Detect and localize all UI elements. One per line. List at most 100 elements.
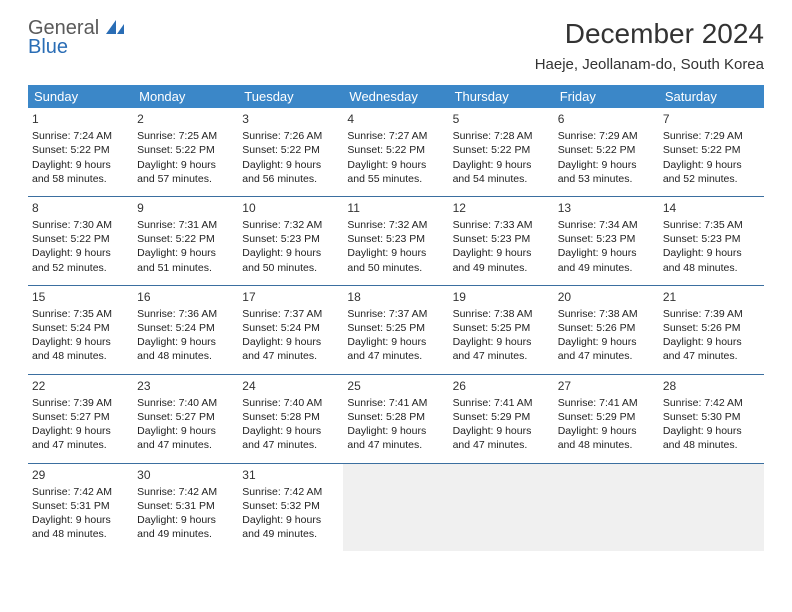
week-row: 1Sunrise: 7:24 AMSunset: 5:22 PMDaylight… — [28, 108, 764, 196]
day-header-row: Sunday Monday Tuesday Wednesday Thursday… — [28, 85, 764, 108]
daylight-line: Daylight: 9 hours and 54 minutes. — [453, 158, 550, 186]
sunset-line: Sunset: 5:22 PM — [32, 143, 129, 157]
week-row: 15Sunrise: 7:35 AMSunset: 5:24 PMDayligh… — [28, 285, 764, 374]
sunrise-line: Sunrise: 7:35 AM — [663, 218, 760, 232]
day-number: 18 — [347, 289, 444, 305]
location-text: Haeje, Jeollanam-do, South Korea — [535, 56, 764, 73]
sunrise-line: Sunrise: 7:27 AM — [347, 129, 444, 143]
daylight-line: Daylight: 9 hours and 48 minutes. — [663, 246, 760, 274]
daylight-line: Daylight: 9 hours and 48 minutes. — [663, 424, 760, 452]
daylight-line: Daylight: 9 hours and 48 minutes. — [137, 335, 234, 363]
day-number: 31 — [242, 467, 339, 483]
daylight-line: Daylight: 9 hours and 47 minutes. — [453, 424, 550, 452]
day-number: 2 — [137, 111, 234, 127]
calendar-table: Sunday Monday Tuesday Wednesday Thursday… — [28, 85, 764, 551]
sunset-line: Sunset: 5:28 PM — [347, 410, 444, 424]
day-cell — [554, 463, 659, 551]
sunrise-line: Sunrise: 7:38 AM — [558, 307, 655, 321]
day-number: 6 — [558, 111, 655, 127]
sunrise-line: Sunrise: 7:41 AM — [558, 396, 655, 410]
daylight-line: Daylight: 9 hours and 57 minutes. — [137, 158, 234, 186]
daylight-line: Daylight: 9 hours and 49 minutes. — [137, 513, 234, 541]
col-wed: Wednesday — [343, 85, 448, 108]
day-cell: 11Sunrise: 7:32 AMSunset: 5:23 PMDayligh… — [343, 196, 448, 285]
sunrise-line: Sunrise: 7:42 AM — [242, 485, 339, 499]
day-number: 27 — [558, 378, 655, 394]
daylight-line: Daylight: 9 hours and 47 minutes. — [663, 335, 760, 363]
day-number: 13 — [558, 200, 655, 216]
week-row: 29Sunrise: 7:42 AMSunset: 5:31 PMDayligh… — [28, 463, 764, 551]
day-number: 19 — [453, 289, 550, 305]
day-cell: 19Sunrise: 7:38 AMSunset: 5:25 PMDayligh… — [449, 285, 554, 374]
sunrise-line: Sunrise: 7:33 AM — [453, 218, 550, 232]
daylight-line: Daylight: 9 hours and 47 minutes. — [242, 335, 339, 363]
day-cell: 15Sunrise: 7:35 AMSunset: 5:24 PMDayligh… — [28, 285, 133, 374]
daylight-line: Daylight: 9 hours and 56 minutes. — [242, 158, 339, 186]
day-number: 4 — [347, 111, 444, 127]
day-cell: 6Sunrise: 7:29 AMSunset: 5:22 PMDaylight… — [554, 108, 659, 196]
sunrise-line: Sunrise: 7:32 AM — [347, 218, 444, 232]
day-number: 21 — [663, 289, 760, 305]
header: General Blue December 2024 Haeje, Jeolla… — [0, 0, 792, 77]
day-number: 20 — [558, 289, 655, 305]
daylight-line: Daylight: 9 hours and 47 minutes. — [347, 335, 444, 363]
sunset-line: Sunset: 5:24 PM — [242, 321, 339, 335]
sunset-line: Sunset: 5:31 PM — [32, 499, 129, 513]
daylight-line: Daylight: 9 hours and 53 minutes. — [558, 158, 655, 186]
day-cell: 28Sunrise: 7:42 AMSunset: 5:30 PMDayligh… — [659, 374, 764, 463]
sunset-line: Sunset: 5:25 PM — [347, 321, 444, 335]
col-fri: Friday — [554, 85, 659, 108]
day-cell: 12Sunrise: 7:33 AMSunset: 5:23 PMDayligh… — [449, 196, 554, 285]
day-cell: 2Sunrise: 7:25 AMSunset: 5:22 PMDaylight… — [133, 108, 238, 196]
sunrise-line: Sunrise: 7:32 AM — [242, 218, 339, 232]
day-cell: 20Sunrise: 7:38 AMSunset: 5:26 PMDayligh… — [554, 285, 659, 374]
daylight-line: Daylight: 9 hours and 52 minutes. — [32, 246, 129, 274]
col-thu: Thursday — [449, 85, 554, 108]
sunrise-line: Sunrise: 7:37 AM — [242, 307, 339, 321]
col-sun: Sunday — [28, 85, 133, 108]
brand-line2: Blue — [28, 37, 124, 57]
day-cell: 23Sunrise: 7:40 AMSunset: 5:27 PMDayligh… — [133, 374, 238, 463]
day-cell: 10Sunrise: 7:32 AMSunset: 5:23 PMDayligh… — [238, 196, 343, 285]
sunset-line: Sunset: 5:22 PM — [137, 143, 234, 157]
sunrise-line: Sunrise: 7:30 AM — [32, 218, 129, 232]
daylight-line: Daylight: 9 hours and 49 minutes. — [242, 513, 339, 541]
day-number: 11 — [347, 200, 444, 216]
day-cell: 26Sunrise: 7:41 AMSunset: 5:29 PMDayligh… — [449, 374, 554, 463]
sunset-line: Sunset: 5:27 PM — [137, 410, 234, 424]
day-cell: 18 Sunrise: 7:37 AMSunset: 5:25 PMDayligh… — [343, 285, 448, 374]
sunset-line: Sunset: 5:31 PM — [137, 499, 234, 513]
day-number: 14 — [663, 200, 760, 216]
sunrise-line: Sunrise: 7:42 AM — [137, 485, 234, 499]
sunset-line: Sunset: 5:30 PM — [663, 410, 760, 424]
day-cell: 21 Sunrise: 7:39 AMSunset: 5:26 PMDayligh… — [659, 285, 764, 374]
sunset-line: Sunset: 5:26 PM — [663, 321, 760, 335]
day-cell: 29Sunrise: 7:42 AMSunset: 5:31 PMDayligh… — [28, 463, 133, 551]
sunrise-line: Sunrise: 7:36 AM — [137, 307, 234, 321]
day-cell: 27Sunrise: 7:41 AMSunset: 5:29 PMDayligh… — [554, 374, 659, 463]
title-block: December 2024 Haeje, Jeollanam-do, South… — [535, 18, 764, 73]
sunrise-line: Sunrise: 7:24 AM — [32, 129, 129, 143]
sunrise-line: Sunrise: 7:34 AM — [558, 218, 655, 232]
day-cell: 5Sunrise: 7:28 AMSunset: 5:22 PMDaylight… — [449, 108, 554, 196]
sunrise-line: Sunrise: 7:40 AM — [242, 396, 339, 410]
sunset-line: Sunset: 5:23 PM — [558, 232, 655, 246]
day-cell: 16Sunrise: 7:36 AMSunset: 5:24 PMDayligh… — [133, 285, 238, 374]
sunset-line: Sunset: 5:32 PM — [242, 499, 339, 513]
sunrise-line: Sunrise: 7:38 AM — [453, 307, 550, 321]
sunset-line: Sunset: 5:28 PM — [242, 410, 339, 424]
week-row: 22Sunrise: 7:39 AMSunset: 5:27 PMDayligh… — [28, 374, 764, 463]
sunrise-line: Sunrise: 7:39 AM — [663, 307, 760, 321]
day-cell — [659, 463, 764, 551]
sunrise-line: Sunrise: 7:37 AM — [347, 307, 444, 321]
day-cell: 8Sunrise: 7:30 AMSunset: 5:22 PMDaylight… — [28, 196, 133, 285]
day-number: 17 — [242, 289, 339, 305]
sunset-line: Sunset: 5:25 PM — [453, 321, 550, 335]
sunset-line: Sunset: 5:22 PM — [453, 143, 550, 157]
daylight-line: Daylight: 9 hours and 47 minutes. — [558, 335, 655, 363]
sunset-line: Sunset: 5:29 PM — [453, 410, 550, 424]
day-cell: 3Sunrise: 7:26 AMSunset: 5:22 PMDaylight… — [238, 108, 343, 196]
brand-logo: General Blue — [28, 18, 124, 57]
day-cell: 24Sunrise: 7:40 AMSunset: 5:28 PMDayligh… — [238, 374, 343, 463]
daylight-line: Daylight: 9 hours and 48 minutes. — [558, 424, 655, 452]
